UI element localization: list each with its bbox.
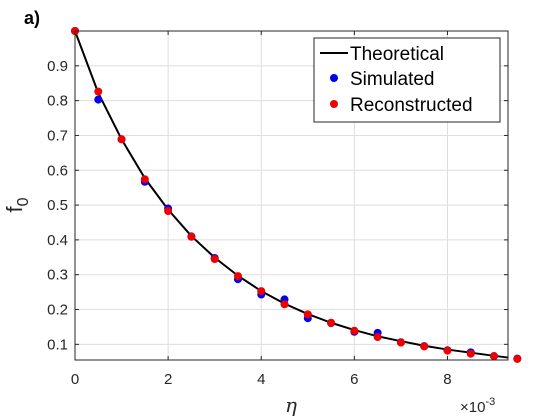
x-tick-label-3: 6 bbox=[350, 371, 358, 388]
simulated-point-1 bbox=[94, 95, 103, 104]
x-tick-label-2: 4 bbox=[257, 371, 265, 388]
reconstructed-point-11 bbox=[327, 318, 336, 327]
x-exponent-power: -3 bbox=[485, 396, 495, 408]
y-tick-label-8: 0.9 bbox=[47, 58, 68, 75]
reconstructed-point-4 bbox=[164, 206, 173, 215]
legend-label-simulated: Simulated bbox=[350, 69, 435, 90]
y-tick-labels: 0.1 0.2 0.3 0.4 0.5 0.6 0.7 0.8 0.9 bbox=[47, 58, 68, 354]
reconstructed-series bbox=[71, 27, 522, 363]
y-axis-label-main: f bbox=[2, 206, 27, 213]
y-tick-label-0: 0.1 bbox=[47, 336, 68, 353]
reconstructed-point-1 bbox=[94, 87, 103, 96]
reconstructed-point-13 bbox=[373, 333, 382, 342]
reconstructed-point-14 bbox=[396, 338, 405, 347]
reconstructed-point-8 bbox=[257, 287, 266, 296]
reconstructed-point-7 bbox=[233, 272, 242, 281]
y-tick-label-6: 0.7 bbox=[47, 127, 68, 144]
y-tick-label-3: 0.4 bbox=[47, 232, 68, 249]
reconstructed-point-19 bbox=[513, 354, 522, 363]
x-axis-label: η bbox=[285, 393, 297, 417]
reconstructed-point-5 bbox=[187, 232, 196, 241]
reconstructed-point-18 bbox=[490, 352, 499, 361]
plot-frame bbox=[74, 30, 509, 361]
x-exponent-base: ×10 bbox=[460, 399, 485, 416]
panel-label: a) bbox=[24, 8, 40, 28]
legend-marker-simulated bbox=[330, 74, 338, 82]
x-exponent-label: ×10-3 bbox=[460, 396, 495, 416]
y-tick-label-5: 0.6 bbox=[47, 162, 68, 179]
reconstructed-point-6 bbox=[210, 255, 219, 264]
reconstructed-point-2 bbox=[117, 135, 126, 144]
y-axis-label: f0 bbox=[2, 197, 32, 212]
reconstructed-point-12 bbox=[350, 326, 359, 335]
x-tick-labels: 0 2 4 6 8 bbox=[71, 371, 452, 388]
y-axis-label-subscript: 0 bbox=[15, 197, 32, 206]
reconstructed-point-17 bbox=[466, 349, 475, 358]
y-tick-label-4: 0.5 bbox=[47, 197, 68, 214]
theoretical-line bbox=[74, 30, 509, 359]
x-tick-label-0: 0 bbox=[71, 371, 79, 388]
reconstructed-point-10 bbox=[303, 310, 312, 319]
legend-label-theoretical: Theoretical bbox=[350, 44, 444, 65]
reconstructed-point-16 bbox=[443, 346, 452, 355]
y-tick-label-1: 0.2 bbox=[47, 302, 68, 319]
y-tick-label-7: 0.8 bbox=[47, 93, 68, 110]
x-tick-label-4: 8 bbox=[443, 371, 451, 388]
grid-lines bbox=[74, 31, 508, 360]
y-tick-label-2: 0.3 bbox=[47, 267, 68, 284]
x-tick-label-1: 2 bbox=[164, 371, 172, 388]
reconstructed-point-3 bbox=[140, 175, 149, 184]
legend-marker-reconstructed bbox=[330, 100, 338, 108]
legend-label-reconstructed: Reconstructed bbox=[350, 95, 473, 116]
theoretical-series bbox=[74, 30, 509, 359]
legend: Theoretical Simulated Reconstructed bbox=[313, 37, 501, 123]
reconstructed-point-9 bbox=[280, 300, 289, 309]
reconstructed-point-15 bbox=[420, 342, 429, 351]
